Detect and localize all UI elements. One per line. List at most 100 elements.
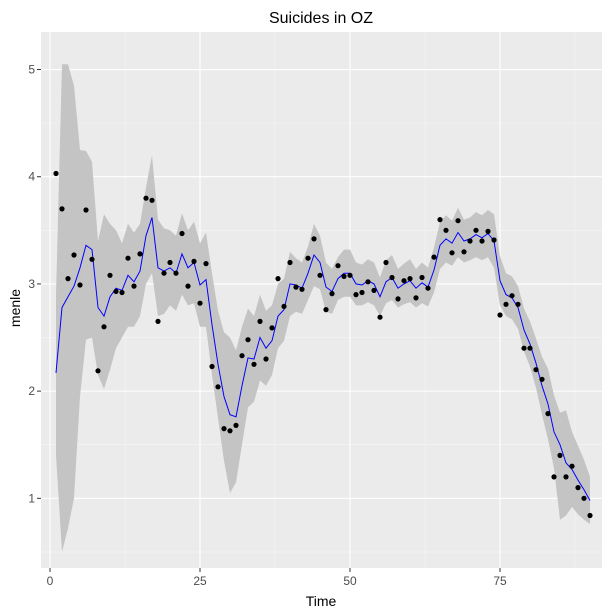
y-tick-label: 5 xyxy=(28,63,35,77)
data-point xyxy=(131,283,137,289)
data-point xyxy=(467,238,473,244)
data-point xyxy=(449,250,455,256)
data-point xyxy=(401,278,407,284)
data-point xyxy=(137,251,143,257)
data-point xyxy=(125,255,131,261)
data-point xyxy=(149,197,155,203)
data-point xyxy=(509,293,515,299)
data-point xyxy=(209,363,215,370)
data-point xyxy=(491,237,497,243)
data-point xyxy=(353,292,359,298)
data-point xyxy=(497,312,503,318)
data-point xyxy=(341,273,347,279)
y-tick-label: 1 xyxy=(28,491,35,505)
data-point xyxy=(203,261,209,267)
data-point xyxy=(161,270,167,276)
data-point xyxy=(503,301,509,307)
data-point xyxy=(389,274,395,281)
data-point xyxy=(143,195,149,201)
data-point xyxy=(53,170,59,177)
data-point xyxy=(383,259,389,266)
data-point xyxy=(473,227,479,233)
data-point xyxy=(215,384,221,390)
y-tick-label: 3 xyxy=(28,277,35,291)
data-point xyxy=(275,276,281,282)
data-point xyxy=(371,287,377,293)
data-point xyxy=(227,428,233,434)
data-point xyxy=(431,254,437,260)
data-point xyxy=(419,274,425,281)
data-point xyxy=(395,296,401,302)
data-point xyxy=(95,368,101,374)
data-point xyxy=(575,485,581,491)
data-point xyxy=(569,463,575,469)
data-point xyxy=(377,314,383,320)
data-point xyxy=(533,367,539,373)
y-tick-label: 4 xyxy=(28,170,35,184)
data-point xyxy=(185,283,191,289)
data-point xyxy=(65,276,71,282)
data-point xyxy=(407,276,413,282)
data-point xyxy=(551,474,557,480)
data-point xyxy=(539,376,545,382)
data-point xyxy=(335,263,341,269)
data-point xyxy=(233,422,239,428)
data-point xyxy=(311,236,317,242)
data-point xyxy=(557,452,563,458)
y-axis-title: menle xyxy=(7,289,23,327)
data-point xyxy=(305,255,311,261)
data-point xyxy=(269,325,275,331)
data-point xyxy=(317,272,323,278)
data-point xyxy=(545,411,551,417)
data-point xyxy=(485,228,491,234)
data-point xyxy=(59,206,65,212)
data-point xyxy=(77,282,83,288)
data-point xyxy=(455,218,461,224)
x-tick-label: 25 xyxy=(193,574,207,588)
data-point xyxy=(425,285,431,291)
data-point xyxy=(71,252,77,258)
x-axis-title: Time xyxy=(306,593,337,609)
data-point xyxy=(587,512,593,519)
data-point xyxy=(461,249,467,255)
data-point xyxy=(197,300,203,306)
data-point xyxy=(437,217,443,223)
y-tick-label: 2 xyxy=(28,384,35,398)
data-point xyxy=(581,495,587,501)
chart-title: Suicides in OZ xyxy=(269,10,373,27)
data-point xyxy=(281,303,287,309)
data-point xyxy=(287,259,293,266)
data-point xyxy=(563,474,569,480)
x-tick-label: 0 xyxy=(47,574,54,588)
x-tick-label: 50 xyxy=(343,574,357,588)
data-point xyxy=(167,259,173,266)
data-point xyxy=(443,227,449,233)
data-point xyxy=(245,337,251,343)
confidence-band xyxy=(56,64,590,552)
data-point xyxy=(107,272,113,278)
data-point xyxy=(359,289,365,296)
data-point xyxy=(527,345,533,351)
data-point xyxy=(89,256,95,262)
data-point xyxy=(329,291,335,297)
data-point xyxy=(155,318,161,324)
data-point xyxy=(119,289,125,296)
data-point xyxy=(413,295,419,301)
data-point xyxy=(521,345,527,351)
data-point xyxy=(323,307,329,313)
data-point xyxy=(365,279,371,285)
data-point xyxy=(479,238,485,244)
data-point xyxy=(191,258,197,264)
data-point xyxy=(173,270,179,276)
data-point xyxy=(299,286,305,292)
data-point xyxy=(83,207,89,213)
data-point xyxy=(257,318,263,324)
data-point xyxy=(251,361,257,367)
data-point xyxy=(293,284,299,290)
data-point xyxy=(101,324,107,330)
data-point xyxy=(239,353,245,359)
data-point xyxy=(347,272,353,278)
data-point xyxy=(263,356,269,362)
smooth-line xyxy=(55,217,591,501)
